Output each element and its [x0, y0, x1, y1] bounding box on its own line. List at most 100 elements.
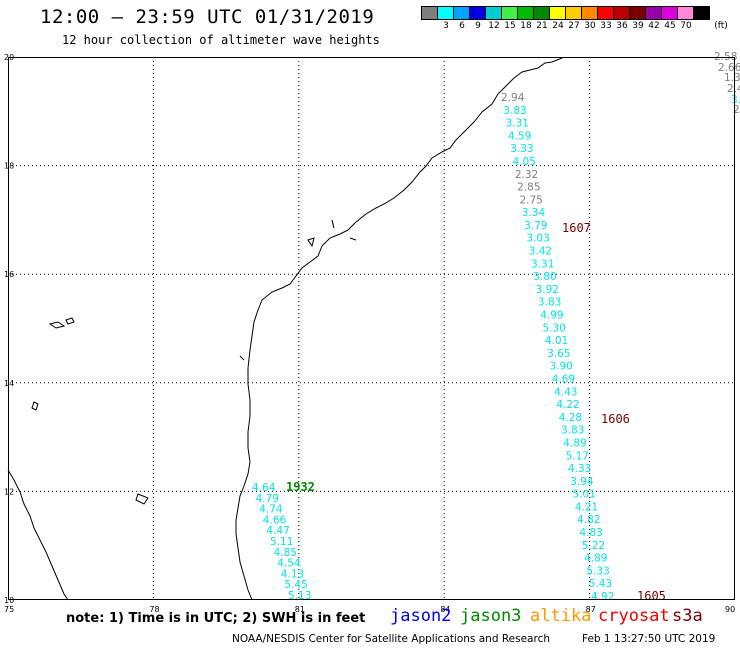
pass-number-label: 1606 — [601, 412, 630, 426]
swh-value-label: 3.80 — [533, 271, 556, 283]
swh-value-label: 3.90 — [549, 361, 572, 373]
island-5 — [331, 219, 335, 229]
swh-value-label: 3.65 — [547, 348, 570, 360]
swh-value-label: 4.21 — [575, 501, 598, 513]
swh-value-label: 4.64 — [252, 482, 276, 494]
swh-value-label: 3.94 — [570, 476, 594, 488]
colorbar-swatch — [693, 6, 710, 20]
lon-tick-label: 84 — [440, 605, 450, 614]
colorbar-label: 24 — [552, 21, 564, 31]
swh-value-label: 5.33 — [586, 565, 609, 577]
swh-value-label: 3.83 — [538, 297, 561, 309]
swh-value-label: 4.92 — [591, 591, 614, 603]
swh-value-label: 3.92 — [536, 284, 559, 296]
lat-tick-label: 18 — [4, 162, 14, 171]
map-frame — [8, 57, 735, 600]
swh-value-label: 4.82 — [577, 514, 600, 526]
colorbar-legend — [421, 6, 710, 20]
lat-tick-label: 16 — [4, 270, 14, 279]
generation-timestamp: Feb 1 13:27:50 UTC 2019 — [582, 633, 716, 645]
colorbar-label: 39 — [632, 21, 644, 31]
swh-value-label: 3.33 — [510, 143, 533, 155]
page-title: 12:00 — 23:59 UTC 01/31/2019 — [40, 6, 375, 28]
colorbar-label: 42 — [648, 21, 660, 31]
swh-value-label: 2.94 — [501, 92, 525, 104]
swh-value-label: 4.33 — [568, 463, 591, 475]
swh-value-label: 4.59 — [508, 130, 531, 142]
swh-value-label: 4.89 — [563, 437, 586, 449]
island-7 — [349, 237, 357, 241]
colorbar-label: 15 — [504, 21, 516, 31]
swh-value-label: 3. — [731, 94, 740, 106]
swh-value-label: 4.83 — [579, 527, 602, 539]
colorbar-label: 9 — [475, 21, 481, 31]
colorbar-label: 33 — [600, 21, 612, 31]
coastline-india-east — [235, 57, 563, 601]
satellite-legend-item: s3a — [672, 606, 703, 626]
swh-value-label: 2.32 — [515, 169, 538, 181]
colorbar-labels: 3 6 9 12 15 18 21 24 27 30 33 36 39 42 45 70 (ft) — [422, 21, 732, 31]
swh-value-label: 5.43 — [589, 578, 612, 590]
footer-note: note: 1) Time is in UTC; 2) SWH is in fe… — [66, 611, 366, 626]
colorbar-label: 27 — [568, 21, 580, 31]
swh-value-label: 4.05 — [513, 156, 536, 168]
island-1 — [48, 321, 66, 329]
island-3 — [31, 401, 39, 411]
island-4 — [135, 493, 149, 505]
colorbar-label: 36 — [616, 21, 628, 31]
colorbar-label: 21 — [536, 21, 548, 31]
credit-text: NOAA/NESDIS Center for Satellite Applica… — [232, 633, 550, 645]
swh-value-label: 5.11 — [270, 536, 293, 548]
lat-tick-label: 14 — [4, 379, 14, 388]
swh-value-label: 2.75 — [519, 194, 542, 206]
swh-value-label: 4.99 — [540, 310, 563, 322]
lat-tick-label: 12 — [4, 487, 14, 496]
satellite-legend-item: jason2 — [390, 606, 452, 626]
page-subtitle: 12 hour collection of altimeter wave hei… — [62, 33, 380, 47]
island-6 — [307, 237, 315, 248]
colorbar-label: 70 — [680, 21, 692, 31]
colorbar-label: 45 — [664, 21, 676, 31]
satellite-legend-item: jason3 — [460, 606, 522, 626]
swh-value-label: 2 — [733, 104, 740, 116]
colorbar-label: 3 — [443, 21, 449, 31]
swh-value-label: 2.85 — [517, 182, 540, 194]
swh-value-label: 1.3 — [724, 72, 740, 84]
swh-value-label: 3.34 — [522, 207, 546, 219]
swh-value-label: 4.47 — [266, 525, 289, 537]
swh-value-label: 3.83 — [561, 425, 584, 437]
colorbar-label: 18 — [520, 21, 532, 31]
lat-tick-label: 10 — [4, 596, 14, 605]
colorbar-unit: (ft) — [714, 21, 728, 31]
swh-value-label: 4.54 — [277, 558, 301, 570]
coastline-sri-lanka — [7, 469, 69, 601]
swh-value-label: 3.79 — [524, 220, 547, 232]
swh-value-label: 4.89 — [584, 553, 607, 565]
swh-value-label: 5.45 — [284, 579, 307, 591]
satellite-legend-item: altika — [530, 606, 592, 626]
swh-value-label: 4.22 — [556, 399, 579, 411]
swh-value-label: 4.43 — [554, 386, 577, 398]
swh-value-label: 3.31 — [506, 118, 529, 130]
lon-tick-label: 90 — [725, 605, 735, 614]
swh-value-label: 3.42 — [529, 246, 552, 258]
swh-value-label: 4.66 — [263, 514, 287, 526]
swh-value-label: 4.01 — [545, 335, 568, 347]
satellite-legend-item: cryosat — [598, 606, 670, 626]
swh-value-label: 3.03 — [526, 233, 549, 245]
lon-tick-label: 81 — [295, 605, 305, 614]
lon-tick-label: 78 — [149, 605, 159, 614]
island-8 — [239, 355, 245, 361]
swh-value-label: 4.69 — [552, 373, 575, 385]
colorbar-label: 12 — [488, 21, 500, 31]
swh-value-label: 4.13 — [281, 568, 304, 580]
colorbar-label: 30 — [584, 21, 596, 31]
swh-value-label: 4.74 — [259, 504, 283, 516]
island-2 — [65, 317, 75, 325]
pass-number-label: 1932 — [286, 480, 315, 494]
swh-value-label: 5.17 — [566, 450, 589, 462]
swh-value-label: 3.31 — [531, 258, 554, 270]
swh-value-label: 3.83 — [503, 105, 526, 117]
swh-value-label: 4.79 — [256, 493, 279, 505]
